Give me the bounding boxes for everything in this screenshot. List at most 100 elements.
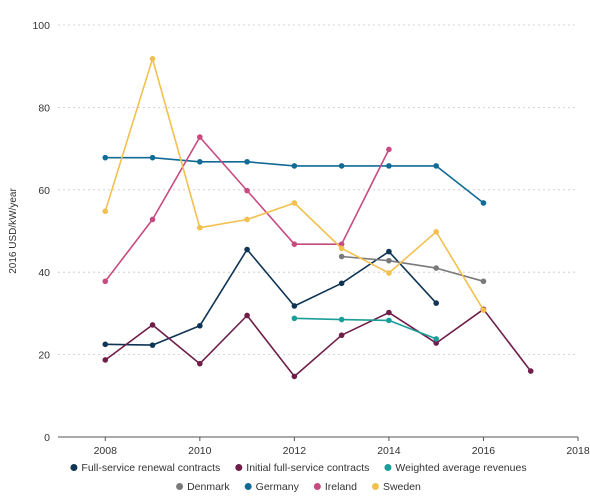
- y-tick-label: 0: [44, 432, 50, 444]
- data-point: [386, 317, 392, 324]
- series-line: [104, 136, 390, 282]
- legend-item: Initial full-service contracts: [235, 462, 369, 474]
- legend-marker: [244, 483, 252, 490]
- data-point: [338, 163, 345, 169]
- legend-marker: [313, 483, 321, 490]
- data-point: [102, 278, 109, 285]
- data-point: [291, 303, 298, 309]
- legend-label: Initial full-service contracts: [246, 462, 369, 474]
- legend-item: Weighted average revenues: [384, 462, 527, 474]
- legend-label: Ireland: [325, 481, 357, 493]
- data-point: [197, 224, 203, 231]
- data-point: [244, 216, 250, 223]
- legend-label: Sweden: [383, 481, 421, 493]
- data-point: [338, 280, 345, 287]
- data-point: [291, 241, 298, 247]
- x-tick-label: 2010: [188, 445, 212, 457]
- series-6: [102, 55, 487, 313]
- y-tick-label: 100: [32, 20, 50, 32]
- data-point: [433, 163, 439, 169]
- data-point: [291, 163, 298, 169]
- data-point: [338, 332, 345, 339]
- data-point: [433, 265, 439, 271]
- legend-item: Germany: [244, 481, 300, 493]
- data-point: [386, 309, 392, 316]
- legend-marker: [235, 464, 243, 471]
- y-tick-label: 80: [38, 102, 50, 114]
- data-point: [338, 241, 345, 247]
- legend-marker: [70, 464, 78, 471]
- data-point: [386, 248, 392, 255]
- series-lines: [102, 55, 534, 380]
- series-5: [102, 134, 392, 285]
- data-point: [197, 134, 203, 140]
- data-point: [244, 187, 250, 194]
- series-2: [291, 315, 439, 342]
- data-point: [197, 360, 203, 367]
- data-point: [291, 373, 298, 380]
- series-0: [102, 246, 439, 348]
- series-1: [102, 306, 534, 380]
- y-tick-label: 20: [38, 350, 50, 362]
- data-point: [197, 158, 203, 165]
- series-3: [338, 253, 487, 285]
- legend-item: Ireland: [313, 481, 357, 493]
- legend-label: Denmark: [187, 481, 230, 493]
- y-axis-label: 2016 USD/kW/year: [8, 188, 19, 274]
- data-point: [480, 307, 487, 313]
- data-point: [480, 200, 487, 206]
- series-line: [104, 308, 532, 378]
- data-point: [386, 146, 392, 153]
- data-point: [480, 278, 487, 285]
- data-point: [433, 229, 439, 235]
- legend-label: Weighted average revenues: [395, 462, 526, 474]
- data-point: [291, 315, 298, 322]
- series-line: [105, 248, 437, 346]
- data-point: [338, 245, 345, 252]
- data-point: [433, 300, 439, 306]
- data-point: [149, 322, 156, 328]
- legend-marker: [384, 464, 392, 471]
- x-tick-label: 2014: [377, 445, 401, 457]
- data-point: [149, 154, 156, 161]
- data-point: [102, 357, 109, 363]
- x-tick-label: 2012: [283, 445, 307, 457]
- legend-marker: [371, 483, 379, 490]
- legend-item: Full-service renewal contracts: [70, 462, 220, 474]
- data-point: [197, 322, 203, 329]
- x-tick-label: 2008: [94, 445, 118, 457]
- data-point: [102, 208, 109, 215]
- series-line: [341, 255, 484, 283]
- legend-item: Denmark: [176, 481, 230, 493]
- data-point: [433, 340, 439, 346]
- data-point: [149, 342, 156, 348]
- data-point: [244, 312, 250, 319]
- y-tick-label: 40: [38, 267, 50, 279]
- data-point: [102, 154, 109, 161]
- legend-label: Germany: [256, 481, 300, 493]
- data-point: [433, 336, 439, 342]
- data-point: [338, 316, 345, 323]
- x-tick-label: 2016: [472, 445, 496, 457]
- legend-label: Full-service renewal contracts: [81, 462, 220, 474]
- series-line: [294, 317, 437, 340]
- series-4: [102, 154, 487, 206]
- data-point: [244, 246, 250, 253]
- gridlines: [58, 24, 578, 356]
- data-point: [386, 163, 392, 169]
- legend-marker: [176, 483, 184, 490]
- data-point: [102, 341, 109, 348]
- data-point: [527, 368, 534, 374]
- y-tick-label: 60: [38, 185, 50, 197]
- legend: Full-service renewal contracts Initial fu…: [70, 462, 527, 493]
- x-tick-label: 2018: [566, 445, 590, 457]
- legend-item: Sweden: [371, 481, 421, 493]
- data-point: [386, 270, 392, 276]
- data-point: [149, 55, 156, 62]
- data-point: [291, 200, 298, 206]
- data-point: [244, 158, 250, 165]
- data-point: [386, 257, 392, 264]
- data-point: [338, 253, 345, 260]
